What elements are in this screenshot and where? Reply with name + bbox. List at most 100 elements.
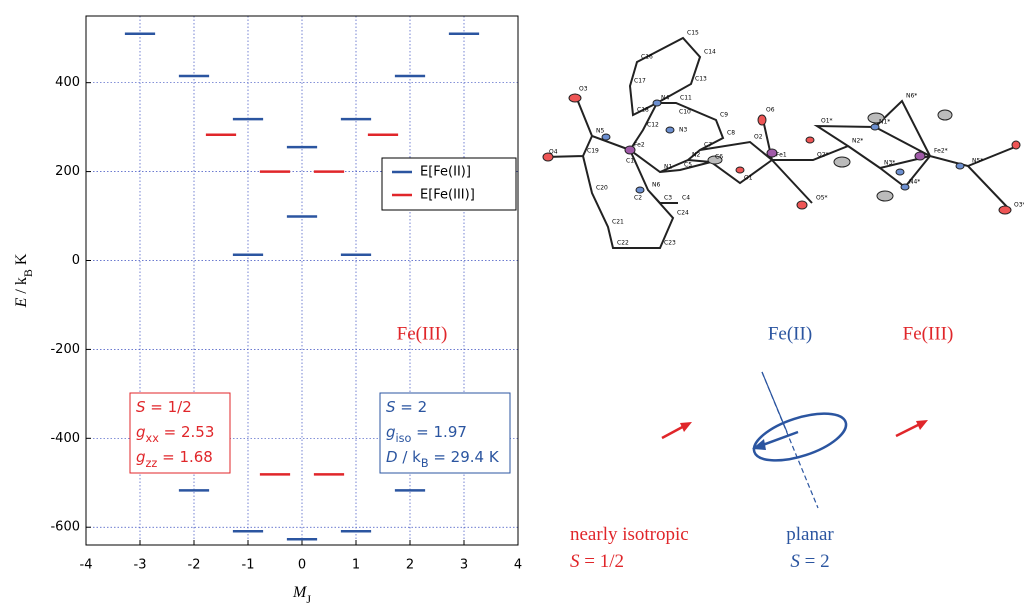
atom-label: N1 [664,164,672,171]
text-run: / k [398,448,422,466]
atom-label: C23 [664,240,676,247]
molecule-structure: C15 C16 C14 C17 C13 O3 C18 N4 C11 C10 N5 N3 C12 C9 C8 C… [543,30,1024,249]
center-label: Fe(III) [903,323,954,344]
note-text: S = 2 [790,551,829,572]
x-tick-label: -2 [188,558,201,573]
atom-label: C22 [617,240,629,247]
text-run: J [306,592,311,605]
text-run: = 1/2 [146,398,192,416]
atom-label: C4 [682,195,690,202]
text-run: = 29.4 K [429,448,500,466]
text-run: zz [146,457,158,470]
y-axis-label: E / kB K [13,253,35,308]
atom-label: C12 [647,122,659,129]
atom-label: C24 [677,210,689,217]
text-run: xx [146,432,160,445]
atom-label: O1* [821,118,833,125]
atom-label: O1 [744,175,753,182]
atom-label: O4 [549,149,558,156]
center-label: Fe(III) [397,323,448,344]
text-run: = 2 [800,551,830,572]
note-text: planar [786,524,834,545]
atom-label: C13 [695,76,707,83]
text-run: E [13,297,30,308]
atom-label: N5* [972,158,983,165]
text-run: = 1.68 [157,448,213,466]
y-tick-label: 200 [55,164,80,179]
atom-label: C3 [664,195,672,202]
text-run: = 1.97 [411,423,467,441]
annotation-text: S = 1/2 [136,398,192,416]
atom-label: C2 [634,195,642,202]
x-tick-label: -1 [242,558,255,573]
text-run: nearly isotropic [570,524,689,545]
note-text: nearly isotropic [570,524,689,545]
text-run: g [386,423,396,441]
text-run: S [790,551,800,572]
center-label: Fe(II) [768,323,812,344]
atom-label: C15 [687,30,699,37]
atom-label: C11 [680,95,692,102]
atom-label: C6 [715,154,723,161]
atom-label: C14 [704,49,716,56]
atom-label: N5 [596,128,604,135]
atom-label: C18 [637,107,649,114]
y-tick-label: 400 [55,75,80,90]
atom-label: C19 [587,148,599,155]
atom-label: C17 [634,78,646,85]
text-run: S [386,398,396,416]
x-tick-label: 0 [298,558,306,573]
arrow-head [680,422,692,432]
note-text: S = 1/2 [570,551,624,572]
spin-plane [748,404,851,470]
atom-label: N2 [692,152,700,159]
text-run: B [21,269,35,277]
figure: C15C16C14C17C13O3C18N4C11C10N5N3C12C9C8C… [0,0,1024,605]
atom-label: C5 [684,162,692,169]
text-run: B [421,457,429,470]
atom-label: C21 [612,219,624,226]
atom-label: C8 [727,130,735,137]
atom-label: O2* [817,152,829,159]
y-tick-label: -600 [50,520,80,535]
x-tick-label: -3 [134,558,147,573]
atom-label: N6* [906,93,917,100]
y-tick-label: -400 [50,431,80,446]
text-run: = 2.53 [159,423,215,441]
atom-label: Fe2 [634,142,645,149]
text-run: iso [396,432,412,445]
atom-label: O3 [579,86,588,93]
atom-label: C10 [679,109,691,116]
atom-label: O6 [766,107,775,114]
legend-label: E[Fe(III)] [420,188,475,203]
text-run: D [386,448,398,466]
atom-label: Fe2* [934,148,948,155]
legend-label: E[Fe(II)] [420,165,471,180]
atom-label: N4* [909,179,920,186]
x-tick-label: 4 [514,558,522,573]
atom-label: N4 [661,95,669,102]
atom-label: N6 [652,182,660,189]
annotation-text: S = 2 [386,398,427,416]
atom-label: O3* [1014,202,1024,209]
text-run: = 2 [396,398,428,416]
text-run: g [136,423,146,441]
text-run: / k [13,277,30,297]
x-tick-label: -4 [80,558,93,573]
atom-label: N3 [679,127,687,134]
text-run: g [136,448,146,466]
x-tick-label: 1 [352,558,360,573]
text-run: S [136,398,146,416]
atom-label: N2* [852,138,863,145]
atom-label: C16 [641,54,653,61]
text-run: K [13,253,30,269]
x-tick-label: 2 [406,558,414,573]
x-tick-label: 3 [460,558,468,573]
atom-label: Fe1 [776,152,787,159]
atom-label: N1* [879,119,890,126]
y-tick-label: 0 [72,253,80,268]
arrow-head [916,420,928,430]
atom-label: C9 [720,112,728,119]
atom-label: C7 [704,142,712,149]
atom-label: C1 [626,158,634,165]
